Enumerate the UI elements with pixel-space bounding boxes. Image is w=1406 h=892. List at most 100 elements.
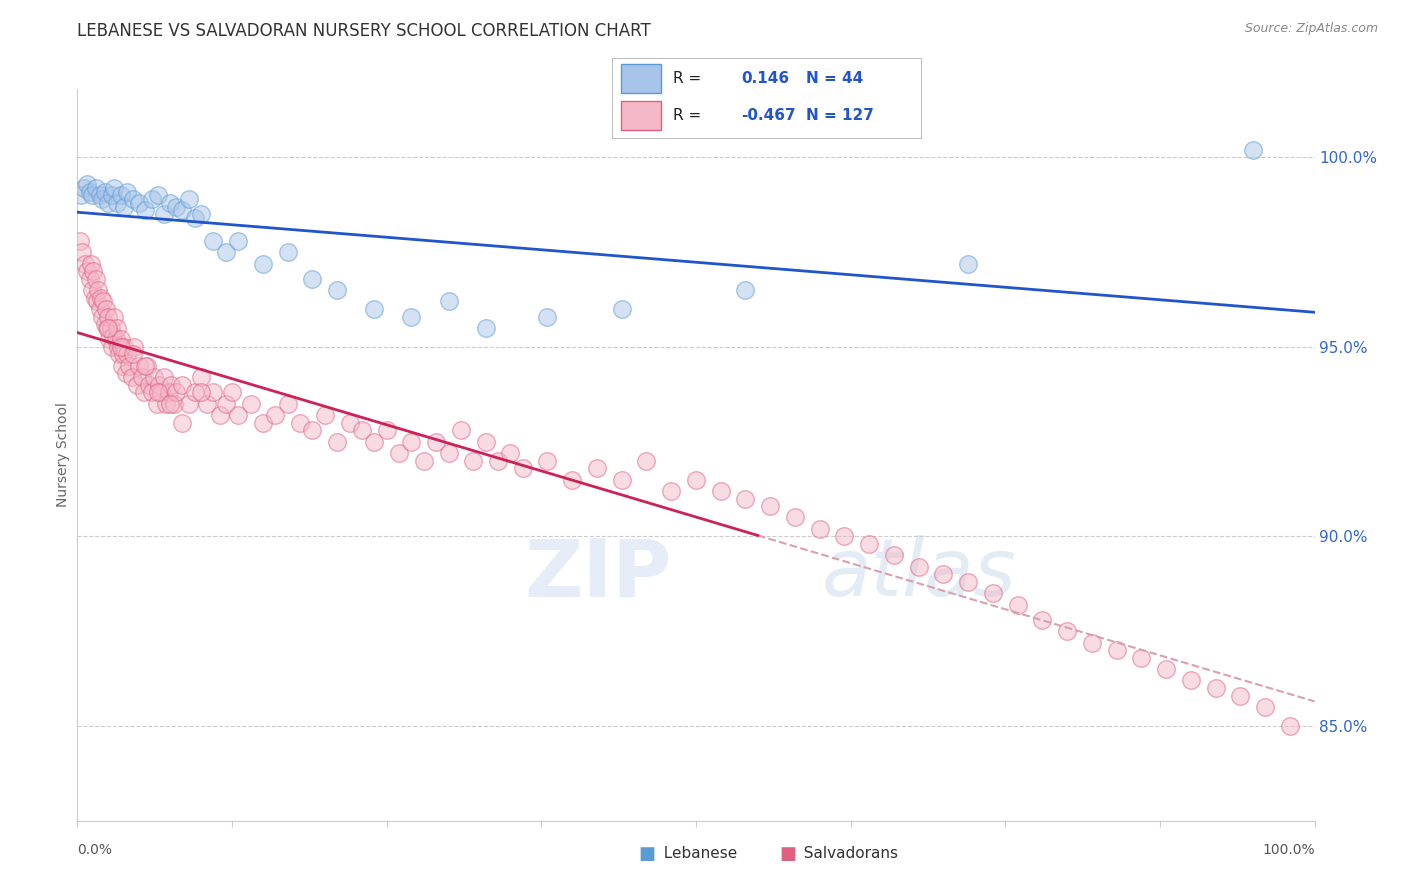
Point [155,397,177,411]
Point [226,408,249,422]
Point [98,332,121,346]
Point [474,321,496,335]
Point [561,473,583,487]
Point [70,188,93,202]
Point [221,385,243,400]
Point [1105,643,1128,657]
Point [107,340,129,354]
Point [146,188,169,202]
Point [326,434,349,449]
Point [101,188,124,202]
Point [101,340,124,354]
Point [105,195,128,210]
Point [401,310,423,324]
Point [1081,635,1104,649]
Point [86,294,108,309]
Text: ■: ■ [779,845,796,863]
Text: ZIP: ZIP [524,535,671,614]
Text: Source: ZipAtlas.com: Source: ZipAtlas.com [1244,22,1378,36]
Point [301,271,323,285]
Point [314,408,336,422]
Point [239,397,262,411]
Point [72,245,94,260]
Point [112,200,135,214]
Point [115,185,138,199]
Point [103,180,125,194]
Point [190,370,212,384]
Point [105,321,128,335]
Point [783,510,806,524]
Point [165,385,187,400]
Point [226,234,249,248]
Point [957,574,980,589]
Point [122,340,145,354]
Point [759,499,782,513]
Bar [621,102,661,130]
Point [215,397,238,411]
Point [82,264,104,278]
Point [84,180,107,194]
Point [363,434,385,449]
Point [437,446,460,460]
Point [135,359,157,373]
Point [153,207,176,221]
Point [883,549,905,563]
Point [401,434,423,449]
Point [97,195,120,210]
Point [932,567,955,582]
Point [87,283,110,297]
Point [808,522,831,536]
Point [412,453,434,467]
Point [165,200,187,214]
Point [131,370,153,384]
Point [115,347,138,361]
Point [463,453,485,467]
Point [1229,689,1251,703]
Point [184,211,207,225]
Point [97,310,120,324]
Point [1278,719,1301,733]
Point [90,291,112,305]
Point [190,385,212,400]
Point [89,188,111,202]
Point [159,195,181,210]
Point [76,264,98,278]
Point [112,340,135,354]
Point [636,453,658,467]
Point [148,377,170,392]
Text: 0.0%: 0.0% [77,843,112,857]
Point [134,203,156,218]
Point [72,180,94,194]
Point [1241,143,1264,157]
Y-axis label: Nursery School: Nursery School [56,402,70,508]
Point [363,301,385,316]
Point [277,245,299,260]
Point [1130,650,1153,665]
Point [1205,681,1227,695]
Point [1056,624,1078,639]
Point [1007,598,1029,612]
Point [118,359,141,373]
Point [91,310,114,324]
Point [82,188,104,202]
Point [89,301,111,316]
Point [122,192,145,206]
Point [659,483,682,498]
Point [128,359,150,373]
Point [437,294,460,309]
Point [76,177,98,191]
Point [586,461,609,475]
Point [388,446,411,460]
Point [84,271,107,285]
Point [184,385,207,400]
Point [108,347,131,361]
Text: Lebanese: Lebanese [654,847,737,861]
Point [159,397,181,411]
Text: R =: R = [673,71,702,87]
Point [93,317,115,331]
Point [208,408,231,422]
Point [834,529,856,543]
Point [1154,662,1177,676]
Text: 100.0%: 100.0% [1263,843,1315,857]
Point [957,256,980,270]
